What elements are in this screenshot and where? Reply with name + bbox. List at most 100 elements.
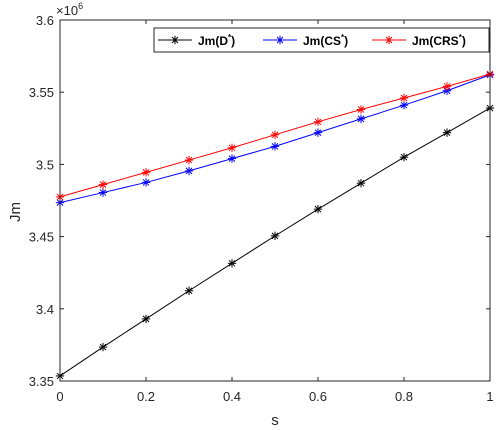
x-axis-label: s <box>271 412 279 429</box>
data-point <box>98 188 108 197</box>
legend: Jm(D*) Jm(CS*) Jm(CRS*) <box>153 27 490 53</box>
legend-label: Jm(D*) <box>198 33 235 48</box>
data-point <box>184 286 194 295</box>
data-point <box>98 180 108 189</box>
plot-area <box>60 20 490 381</box>
marker-stroke <box>400 101 408 109</box>
plot-background <box>60 20 490 381</box>
data-point <box>399 93 409 103</box>
y-axis-multiplier: ×106 <box>56 1 83 18</box>
data-point <box>184 166 194 176</box>
data-point <box>227 259 237 268</box>
y-multiplier-base: ×10 <box>56 3 78 18</box>
axis-ticks: 0 0.2 0.4 0.6 0.8 1 3.35 3.4 3.45 3.5 3.55 3.6 <box>29 13 494 404</box>
marker-stroke <box>185 167 193 175</box>
marker-stroke <box>142 315 150 323</box>
axes-box <box>59 19 491 382</box>
x-tick-label: 0.6 <box>309 389 327 404</box>
series-2 <box>55 69 495 202</box>
y-multiplier-exponent: 6 <box>78 1 83 11</box>
y-tick-label: 3.5 <box>36 157 54 172</box>
data-point <box>442 82 452 91</box>
marker-stroke <box>99 343 107 351</box>
x-tick-label: 0 <box>56 389 63 404</box>
marker-stroke <box>400 153 408 161</box>
marker-stroke <box>99 189 107 196</box>
data-point <box>442 128 452 137</box>
y-tick-label: 3.6 <box>36 13 54 28</box>
data-point <box>399 100 409 110</box>
marker-stroke <box>185 156 193 164</box>
marker-stroke <box>271 142 279 150</box>
legend-marker <box>170 35 180 45</box>
legend-label-close: ) <box>462 34 466 48</box>
data-point <box>98 342 108 352</box>
legend-label-sup: * <box>228 33 232 42</box>
marker-stroke <box>443 83 451 90</box>
marker-stroke <box>357 106 365 113</box>
marker-stroke <box>385 36 393 44</box>
series-1 <box>55 70 495 207</box>
marker-stroke <box>185 287 193 295</box>
y-axis-label: Jm <box>7 202 24 222</box>
legend-item: Jm(CRS*) <box>372 33 466 48</box>
data-point <box>141 178 151 187</box>
data-point <box>141 314 151 324</box>
data-point <box>356 105 366 114</box>
data-point <box>270 142 280 151</box>
data-point <box>399 152 409 162</box>
legend-label-sup: * <box>459 33 463 42</box>
series-layer <box>55 69 495 381</box>
legend-marker <box>384 35 394 45</box>
marker-stroke <box>171 36 179 44</box>
x-tick-label: 0.8 <box>395 389 413 404</box>
marker-stroke <box>400 94 408 102</box>
data-point <box>313 204 323 214</box>
data-point <box>184 155 194 165</box>
x-tick-label: 1 <box>486 389 493 404</box>
marker-stroke <box>314 129 322 136</box>
data-point <box>227 143 237 152</box>
marker-stroke <box>357 179 365 187</box>
marker-stroke <box>314 205 322 213</box>
marker-stroke <box>228 155 236 162</box>
legend-label-sup: * <box>341 33 345 42</box>
data-point <box>313 117 323 127</box>
data-point <box>356 178 366 188</box>
marker-stroke <box>276 36 284 44</box>
legend-box <box>153 27 490 53</box>
data-point <box>270 130 280 139</box>
data-point <box>227 154 237 163</box>
marker-stroke <box>357 115 365 123</box>
y-tick-label: 3.55 <box>29 85 54 100</box>
legend-item: Jm(CS*) <box>263 33 348 48</box>
y-tick-label: 3.4 <box>36 302 54 317</box>
legend-label-base: Jm(D <box>198 34 228 48</box>
data-point <box>356 114 366 124</box>
x-tick-label: 0.4 <box>223 389 241 404</box>
y-tick-label: 3.35 <box>29 374 54 389</box>
legend-label-base: Jm(CRS <box>412 34 459 48</box>
y-tick-label: 3.45 <box>29 230 54 245</box>
marker-stroke <box>99 181 107 188</box>
data-point <box>270 231 280 241</box>
marker-stroke <box>271 131 279 139</box>
legend-marker <box>275 35 285 45</box>
legend-label-close: ) <box>344 34 348 48</box>
data-point <box>141 168 151 177</box>
marker-stroke <box>142 179 150 186</box>
axes-frame <box>59 19 491 382</box>
legend-label-close: ) <box>231 34 235 48</box>
marker-stroke <box>443 129 451 136</box>
legend-item: Jm(D*) <box>158 33 235 48</box>
marker-stroke <box>228 259 236 267</box>
legend-label: Jm(CS*) <box>303 33 348 48</box>
marker-stroke <box>314 118 322 126</box>
marker-stroke <box>271 232 279 240</box>
legend-label: Jm(CRS*) <box>412 33 466 48</box>
data-point <box>313 128 323 137</box>
x-tick-label: 0.2 <box>137 389 155 404</box>
legend-label-base: Jm(CS <box>303 34 341 48</box>
marker-stroke <box>142 168 150 176</box>
